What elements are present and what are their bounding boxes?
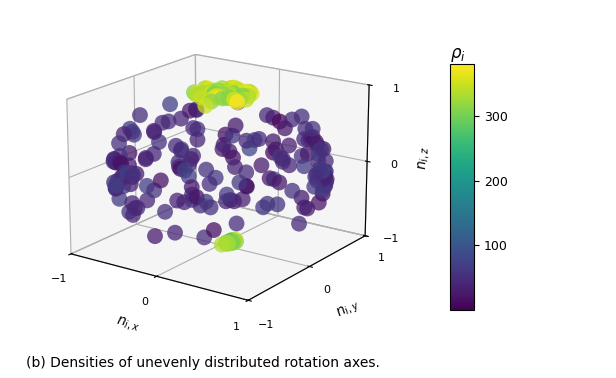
Y-axis label: $n_{i,y}$: $n_{i,y}$ <box>334 297 364 323</box>
X-axis label: $n_{i,x}$: $n_{i,x}$ <box>114 314 142 335</box>
Text: (b) Densities of unevenly distributed rotation axes.: (b) Densities of unevenly distributed ro… <box>26 356 380 370</box>
Text: $\rho_i$: $\rho_i$ <box>450 46 466 64</box>
